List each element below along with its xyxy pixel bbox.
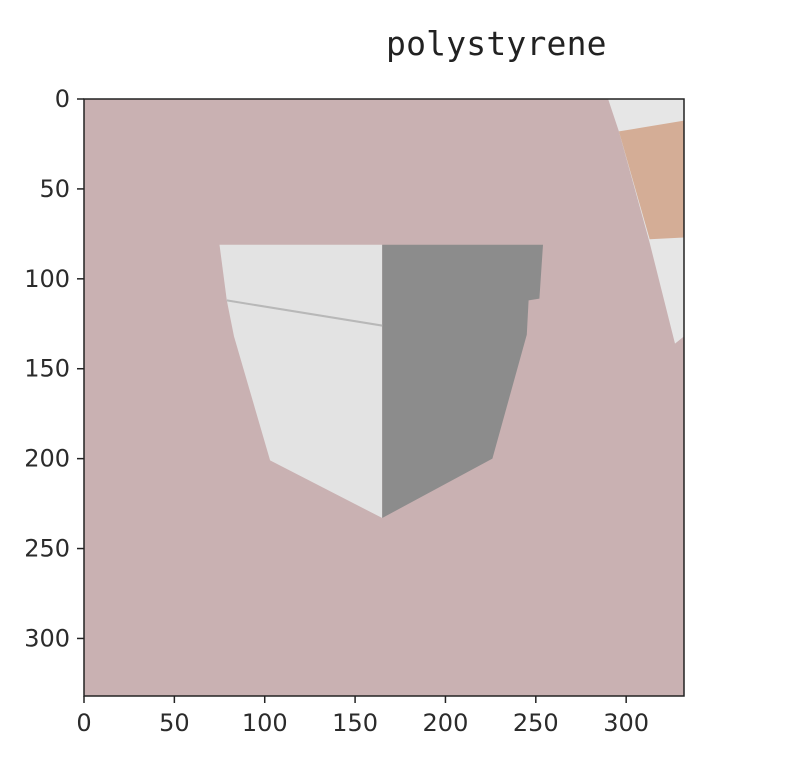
y-tick-label: 200 bbox=[24, 445, 70, 473]
y-tick-label: 0 bbox=[55, 85, 70, 113]
y-tick-label: 300 bbox=[24, 624, 70, 652]
x-tick-label: 200 bbox=[423, 709, 469, 737]
box-rim-line bbox=[226, 299, 383, 327]
top-right-tan-shape bbox=[618, 120, 684, 240]
x-tick-label: 50 bbox=[159, 709, 190, 737]
y-tick-label: 250 bbox=[24, 535, 70, 563]
x-tick-label: 100 bbox=[242, 709, 288, 737]
chart-title: polystyrene bbox=[386, 24, 607, 63]
box-side-face bbox=[382, 244, 543, 518]
box-front-face bbox=[219, 244, 383, 518]
y-tick-label: 100 bbox=[24, 265, 70, 293]
y-tick-label: 150 bbox=[24, 355, 70, 383]
x-tick-label: 150 bbox=[332, 709, 378, 737]
x-tick-label: 300 bbox=[603, 709, 649, 737]
plot-frame bbox=[83, 98, 685, 697]
y-tick-label: 50 bbox=[39, 175, 70, 203]
x-tick-label: 250 bbox=[513, 709, 559, 737]
x-tick-label: 0 bbox=[76, 709, 91, 737]
